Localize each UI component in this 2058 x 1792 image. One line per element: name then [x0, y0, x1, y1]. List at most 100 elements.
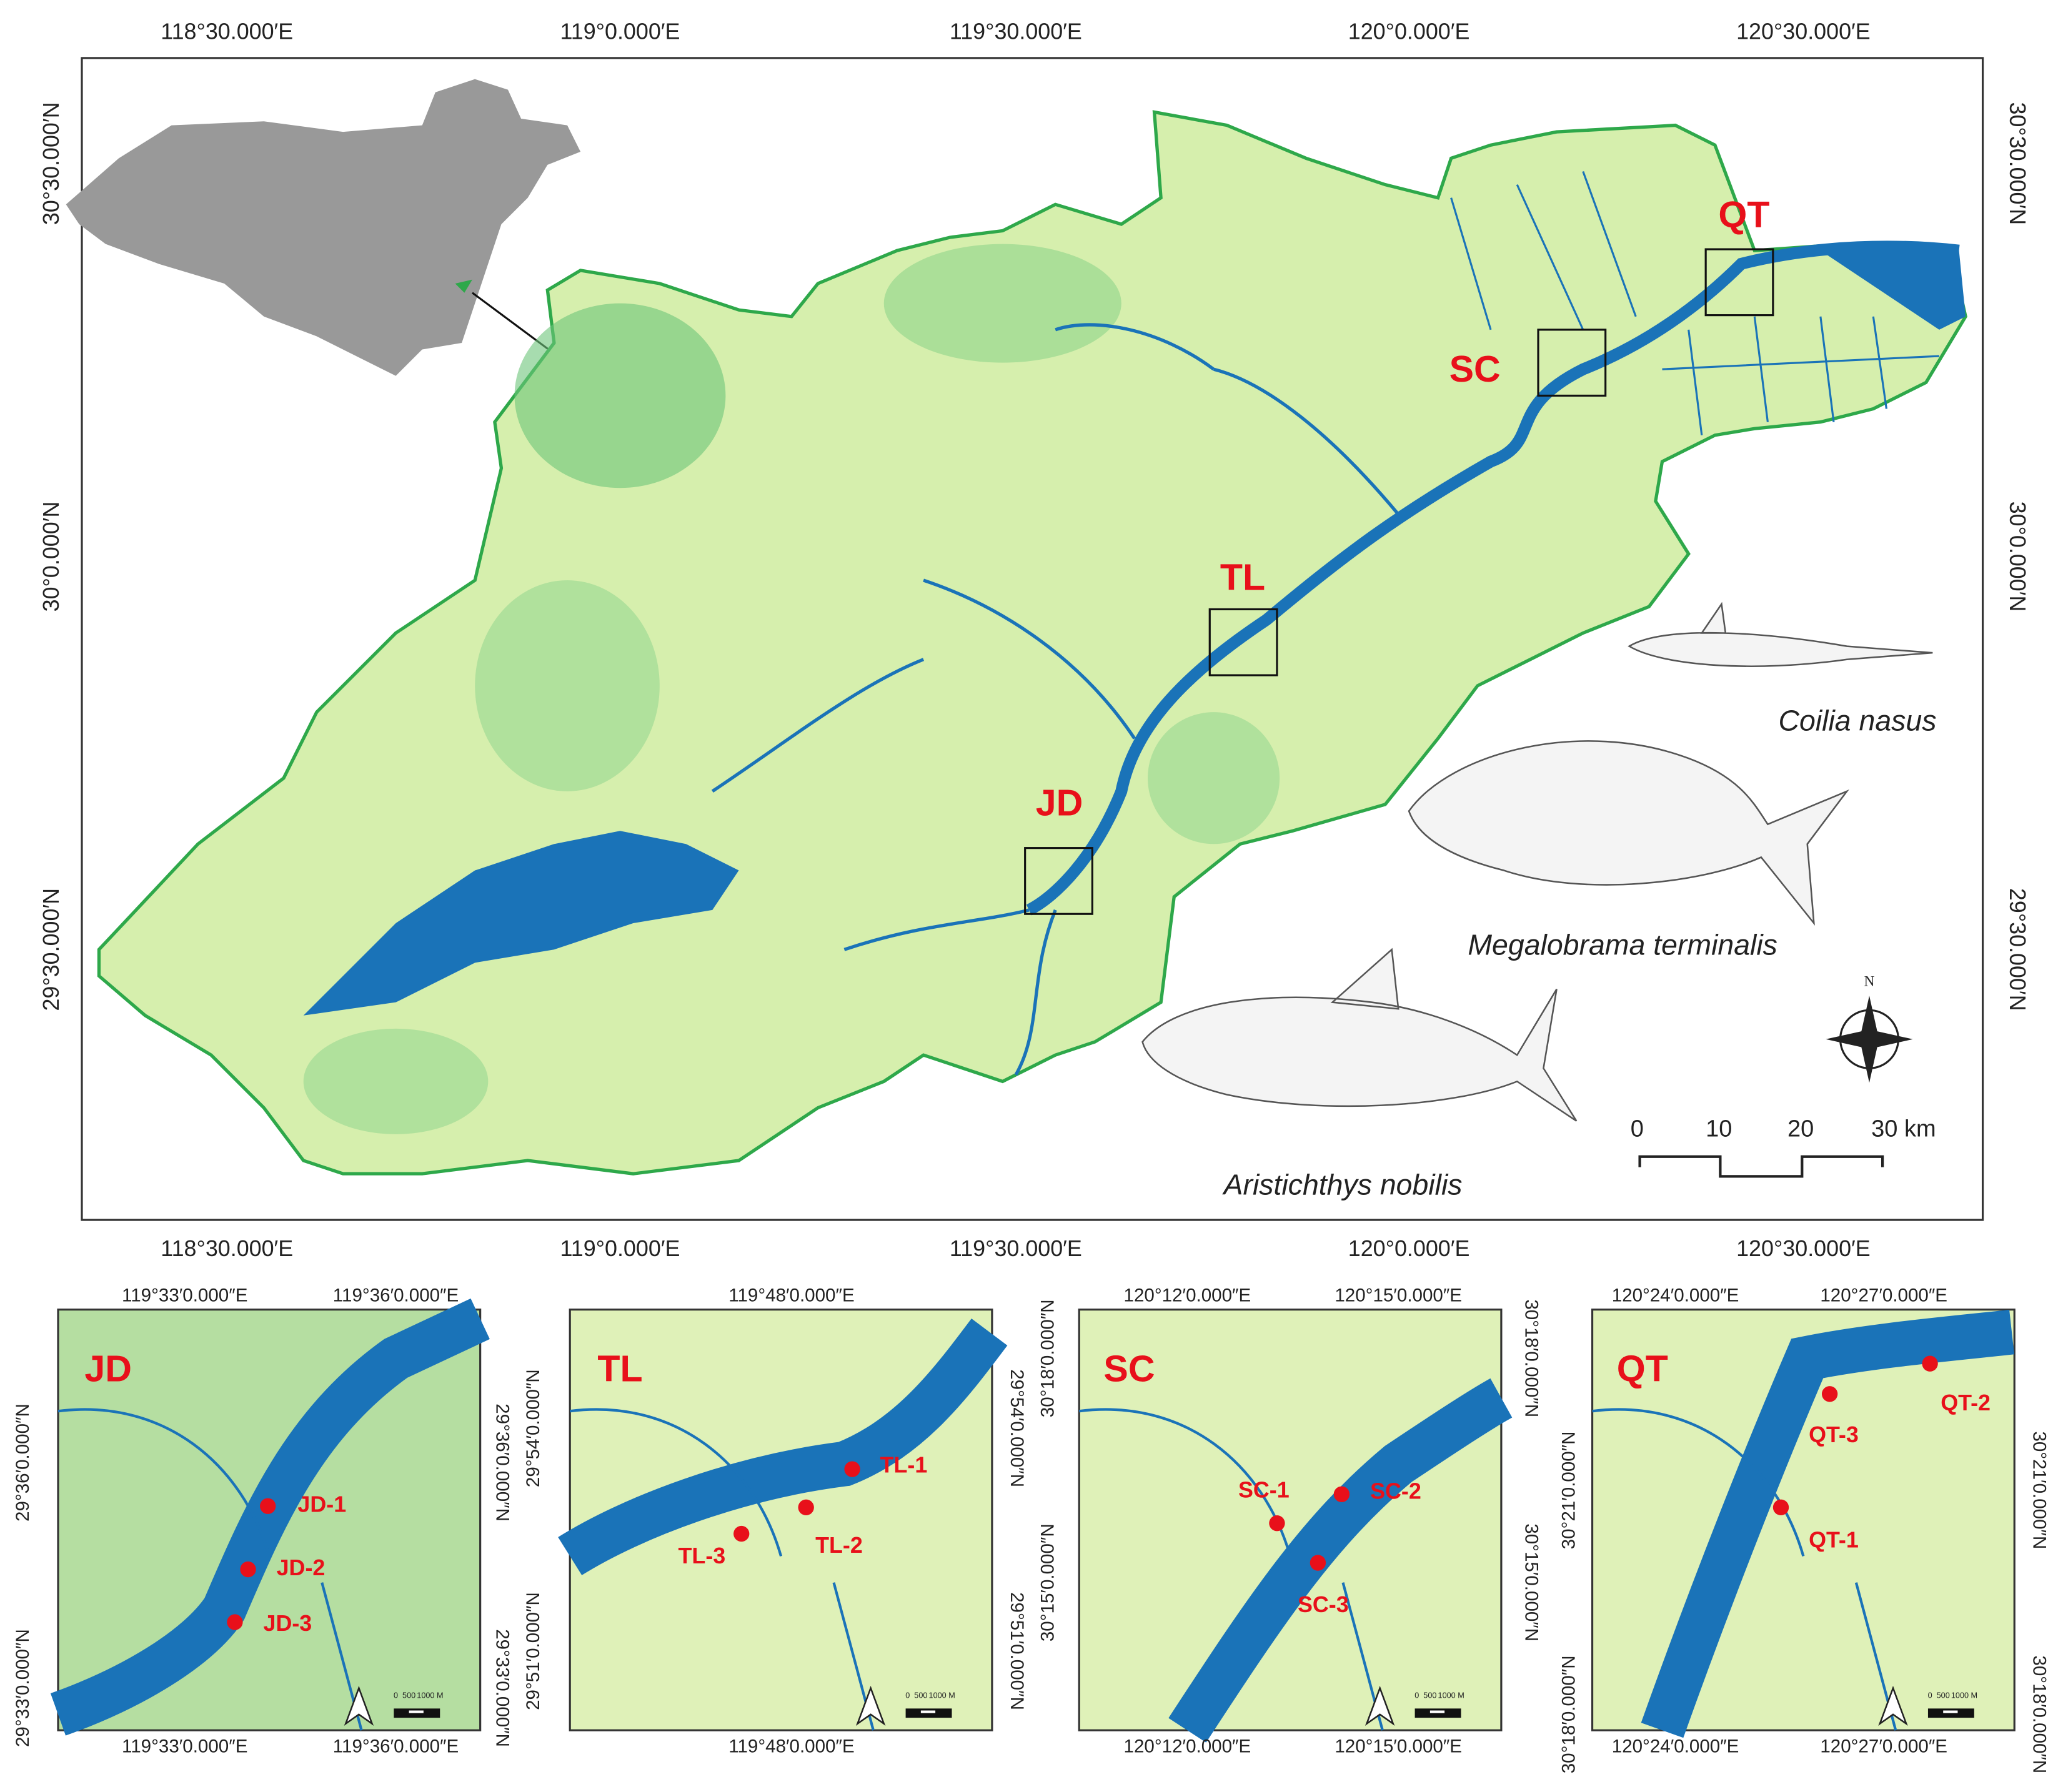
inset-lon-bottom: 120°27′0.000″E	[1820, 1736, 1947, 1756]
sample-label: JD-3	[263, 1611, 312, 1636]
sample-site	[1922, 1355, 1938, 1372]
scale-label: 30 km	[1871, 1116, 1936, 1142]
inset-frame	[1078, 1309, 1503, 1731]
inset-scale-label: 0	[905, 1691, 910, 1700]
sample-site	[227, 1614, 243, 1630]
lon-label-top: 119°30.000′E	[950, 19, 1082, 44]
canal	[1450, 171, 1939, 435]
inset-lon-top: 119°48′0.000″E	[728, 1285, 854, 1305]
inset-lon-bottom: 119°33′0.000″E	[122, 1736, 247, 1756]
mountain-area	[303, 1028, 489, 1134]
north-arrow	[1365, 1685, 1395, 1726]
fish-illustrations	[1141, 601, 1933, 1122]
sample-site	[1269, 1515, 1285, 1532]
lon-label-top: 120°0.000′E	[1348, 19, 1470, 44]
inset-scale-label: 1000 M	[1951, 1691, 1977, 1700]
qiantang-river	[1026, 240, 1960, 916]
sample-site	[844, 1461, 860, 1477]
mountain-area	[1148, 712, 1280, 844]
sample-site	[1310, 1555, 1326, 1571]
inset-scale-label: 500	[914, 1691, 927, 1700]
species-name: Aristichthys nobilis	[1222, 1169, 1463, 1201]
inset-lat-right: 29°51′0.000″N	[1007, 1592, 1027, 1710]
inset-river	[1641, 1309, 2014, 1738]
inset-lat-left: 29°51′0.000″N	[523, 1592, 544, 1710]
mountain-area	[514, 303, 726, 488]
lon-label-bottom: 119°30.000′E	[950, 1236, 1082, 1261]
species-name: Megalobrama terminalis	[1468, 928, 1777, 961]
inset-lat-left: 30°15′0.000″N	[1037, 1523, 1058, 1641]
fish	[1408, 740, 1849, 926]
scale-label: 20	[1787, 1116, 1814, 1142]
inset-lon-top: 120°15′0.000″E	[1335, 1285, 1462, 1305]
site-box	[1704, 248, 1774, 317]
lon-label-bottom: 120°30.000′E	[1736, 1236, 1871, 1261]
reservoir	[303, 831, 739, 1016]
sample-site	[1333, 1486, 1350, 1502]
sample-label: TL-1	[880, 1452, 928, 1477]
inset-lat-right: 30°15′0.000″N	[1521, 1523, 1542, 1641]
site-box	[1537, 329, 1607, 397]
north-arrow	[855, 1685, 886, 1726]
china-outline	[66, 79, 581, 376]
lon-label-top: 120°30.000′E	[1736, 19, 1871, 44]
inset-lon-bottom: 120°15′0.000″E	[1335, 1736, 1462, 1756]
lon-label-bottom: 119°0.000′E	[560, 1236, 680, 1261]
inset-lon-top: 119°36′0.000″E	[333, 1285, 459, 1305]
sample-label: TL-3	[679, 1543, 726, 1568]
species-name: Coilia nasus	[1778, 704, 1936, 736]
north-label: N	[1864, 973, 1875, 989]
mountain-area	[475, 580, 660, 791]
site-box	[1208, 608, 1278, 676]
compass-star	[1826, 996, 1913, 1083]
mountain-area	[883, 244, 1121, 363]
inset-scale-label: 1000 M	[417, 1691, 443, 1700]
inset-title: TL	[597, 1347, 642, 1389]
inset-river	[50, 1298, 490, 1736]
sample-label: SC-1	[1238, 1478, 1290, 1503]
inset-lat-left: 29°54′0.000″N	[523, 1369, 544, 1487]
sample-site	[240, 1561, 256, 1578]
inset-scale-label: 0	[1928, 1691, 1932, 1700]
tributary	[711, 323, 1400, 1076]
inset-scale-label: 1000 M	[1438, 1691, 1464, 1700]
site-boxes	[1024, 248, 1774, 915]
fish	[1628, 601, 1933, 667]
inset-lon-top: 120°27′0.000″E	[1820, 1285, 1947, 1305]
lat-label-right: 30°0.000′N	[2005, 502, 2030, 612]
inset-scale-bar	[1429, 1710, 1445, 1713]
estuary	[1820, 250, 1966, 330]
lon-label-bottom: 118°30.000′E	[161, 1236, 293, 1261]
inset-lat-left: 29°33′0.000″N	[12, 1629, 33, 1747]
inset-scale-label: 500	[402, 1691, 415, 1700]
inset-lat-right: 30°18′0.000″N	[2029, 1655, 2049, 1773]
inset-lon-top: 120°24′0.000″E	[1612, 1285, 1739, 1305]
inset-lon-top: 119°33′0.000″E	[122, 1285, 247, 1305]
sample-label: JD-1	[297, 1492, 346, 1517]
scale-bar	[1638, 1155, 1884, 1178]
inset-lat-right: 29°33′0.000″N	[492, 1629, 513, 1747]
sample-site	[1772, 1499, 1789, 1516]
sample-label: JD-2	[277, 1555, 326, 1580]
inset-scale-label: 500	[1937, 1691, 1950, 1700]
inset-lon-bottom: 119°36′0.000″E	[333, 1736, 459, 1756]
lon-label-top: 118°30.000′E	[161, 19, 293, 44]
lat-label-left: 30°30.000′N	[39, 102, 64, 225]
inset-title: SC	[1103, 1347, 1155, 1389]
sample-site	[798, 1499, 814, 1516]
study-area-locator	[455, 279, 472, 293]
inset-lat-left: 30°21′0.000″N	[1558, 1431, 1579, 1549]
sample-site	[1821, 1386, 1838, 1402]
inset-scale-label: 0	[1414, 1691, 1419, 1700]
lon-label-bottom: 120°0.000′E	[1348, 1236, 1470, 1261]
site-label: JD	[1036, 782, 1083, 824]
inset-lat-right: 29°54′0.000″N	[1007, 1369, 1027, 1487]
sample-site	[260, 1498, 276, 1514]
inset-scale-bar	[1943, 1710, 1958, 1713]
sample-site	[733, 1525, 750, 1542]
inset-lat-right: 30°21′0.000″N	[2029, 1431, 2049, 1549]
inset-title: QT	[1617, 1347, 1668, 1389]
sample-label: TL-2	[815, 1533, 863, 1558]
